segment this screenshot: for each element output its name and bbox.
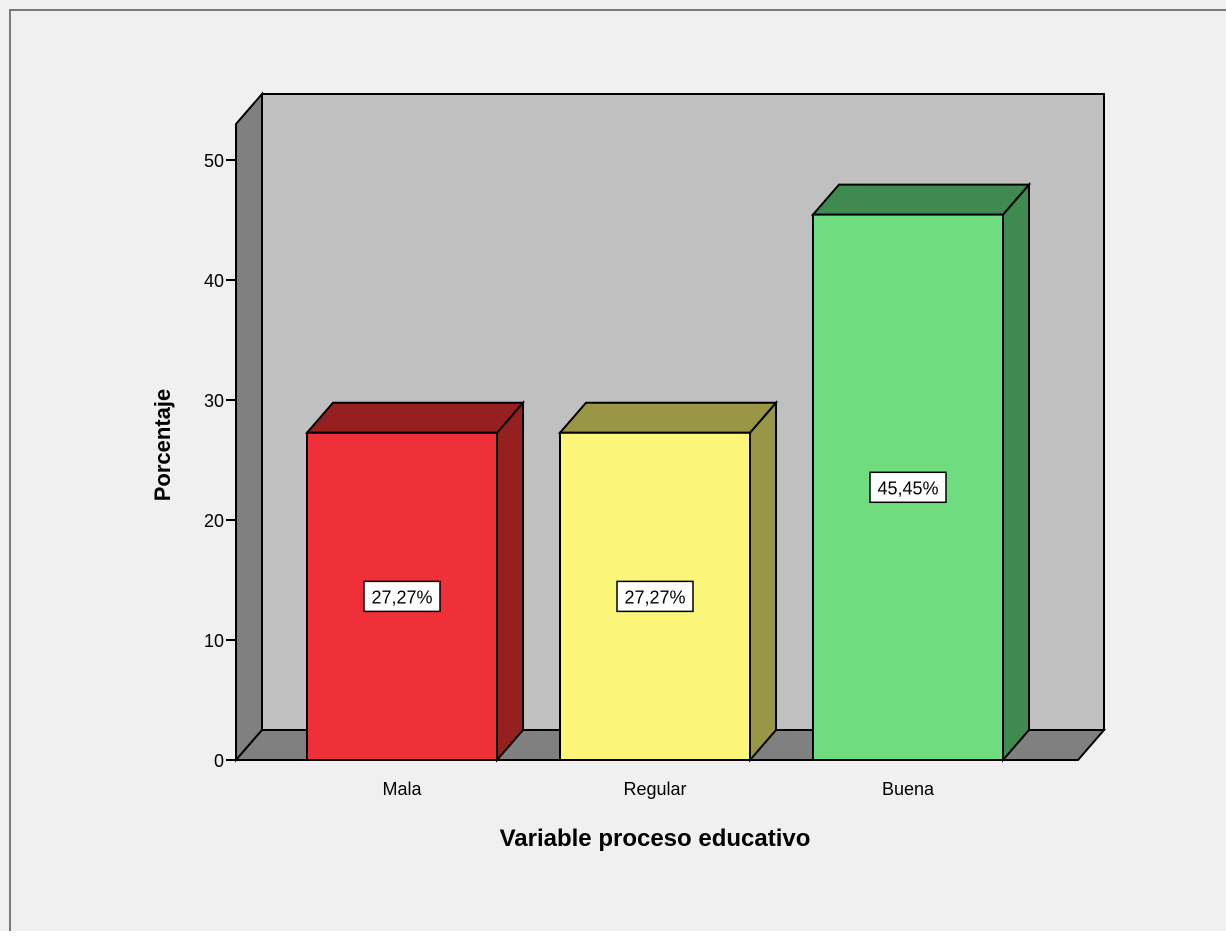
y-tick-label: 50	[204, 151, 224, 171]
x-tick-label: Buena	[882, 779, 935, 799]
x-axis-label: Variable proceso educativo	[500, 825, 811, 852]
chart-frame	[9, 9, 1226, 936]
y-tick-label: 10	[204, 631, 224, 651]
data-label: 27,27%	[371, 587, 432, 607]
bar-side	[1002, 181, 1030, 763]
data-label: 45,45%	[877, 478, 938, 498]
left-wall	[235, 91, 263, 763]
data-label: 27,27%	[624, 587, 685, 607]
labels-layer: 27,27% Mala 27,27% Regular 45,45% Buena	[363, 471, 947, 799]
bar-side	[496, 400, 524, 763]
data-label-box	[363, 580, 441, 613]
bar-top	[304, 401, 526, 434]
x-tick-label: Regular	[623, 779, 686, 799]
y-tick-label: 40	[204, 271, 224, 291]
y-tick-label: 30	[204, 391, 224, 411]
bar-side	[749, 400, 777, 763]
bar-top	[810, 183, 1032, 216]
y-tick-label: 0	[214, 751, 224, 771]
y-tick-label: 20	[204, 511, 224, 531]
data-label-box	[869, 471, 947, 504]
y-axis-label: Porcentaje	[150, 389, 175, 502]
x-tick-label: Mala	[382, 779, 422, 799]
data-label-box	[616, 580, 694, 613]
bar-top	[557, 401, 779, 434]
